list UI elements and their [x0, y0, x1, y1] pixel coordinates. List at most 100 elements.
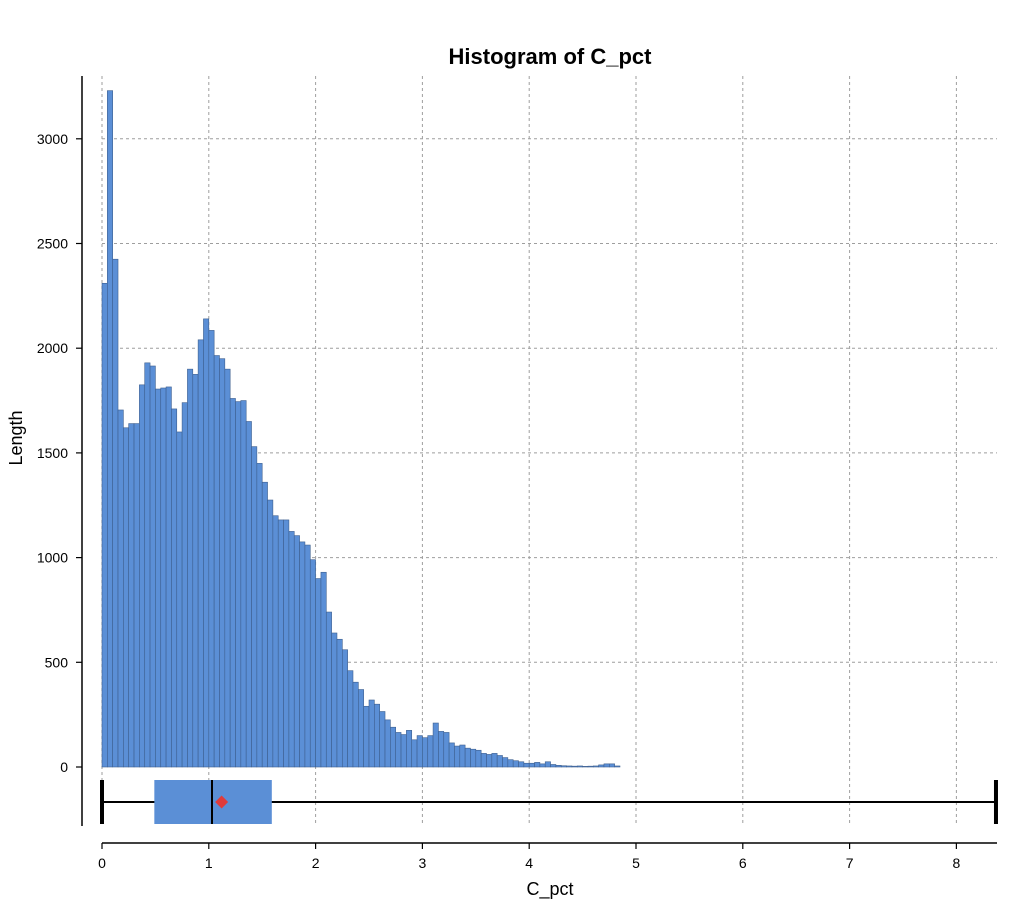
histogram-bar — [395, 732, 402, 768]
histogram-bar — [272, 515, 279, 768]
chart-title: Histogram of C_pct — [449, 44, 653, 69]
histogram-bar — [229, 398, 236, 768]
histogram-bar — [518, 761, 525, 768]
histogram-bar — [288, 531, 295, 768]
histogram-bar — [123, 427, 130, 768]
histogram-bar — [486, 754, 493, 768]
x-tick-label: 7 — [846, 855, 854, 871]
histogram-bar — [384, 719, 391, 768]
histogram-bar — [235, 401, 242, 768]
y-tick-label: 500 — [45, 654, 69, 670]
histogram-bar — [304, 544, 311, 768]
histogram-bar — [480, 753, 487, 768]
histogram-bar — [251, 446, 258, 768]
y-tick-label: 0 — [60, 759, 68, 775]
histogram-bar — [165, 386, 172, 768]
histogram-bar — [443, 732, 450, 768]
histogram-bar — [411, 739, 418, 768]
histogram-bar — [315, 578, 322, 768]
histogram-bar — [347, 670, 354, 768]
histogram-bar — [598, 764, 605, 768]
histogram-bar — [128, 423, 135, 768]
histogram-bar — [363, 705, 370, 768]
histogram-bar — [592, 765, 599, 768]
histogram-bar — [512, 760, 519, 768]
histogram-bar — [475, 749, 482, 768]
y-tick-label: 3000 — [37, 131, 68, 147]
histogram-bar — [139, 384, 146, 768]
histogram-bar — [427, 735, 434, 768]
histogram-bar — [160, 387, 167, 768]
x-tick-label: 1 — [205, 855, 213, 871]
histogram-bar — [117, 409, 124, 768]
histogram-bar — [507, 759, 514, 768]
histogram-bar — [454, 745, 461, 768]
axes: 0 500 1000 1500 2000 2500 3000 0 1 2 3 4 5 6 7 8 — [37, 76, 997, 871]
histogram-bar — [320, 571, 327, 768]
histogram-bar — [432, 722, 439, 768]
histogram-bar — [555, 765, 562, 768]
histogram-bar — [155, 388, 162, 768]
histogram-bar — [400, 734, 407, 768]
histogram-bar — [144, 362, 151, 768]
grid-layer — [101, 76, 997, 824]
x-tick-label: 3 — [419, 855, 427, 871]
histogram-bar — [277, 519, 284, 768]
histogram-bar — [470, 748, 477, 768]
x-axis-label: C_pct — [526, 879, 573, 900]
histogram-bar — [528, 762, 535, 768]
histogram-bar — [245, 421, 252, 768]
histogram-bar — [571, 765, 578, 768]
histogram-bar — [352, 681, 359, 768]
histogram-bar — [614, 765, 621, 768]
histogram-bar — [187, 368, 194, 768]
boxplot — [100, 780, 998, 824]
histogram-bar — [422, 737, 429, 768]
histogram-bar — [374, 703, 380, 768]
x-tick-label: 2 — [312, 855, 320, 871]
histogram-bar — [582, 766, 589, 768]
y-tick-label: 2000 — [37, 340, 68, 356]
histogram-bar — [283, 519, 290, 768]
y-tick-label: 1000 — [37, 550, 68, 566]
y-axis-label: Length — [6, 410, 26, 465]
histogram-bar — [101, 282, 108, 768]
histogram-bar — [133, 423, 140, 768]
histogram-bar — [464, 747, 471, 768]
histogram-bar — [309, 559, 316, 768]
histogram-bar — [261, 481, 268, 768]
histogram-bar — [176, 431, 183, 768]
histogram-bar — [502, 757, 509, 768]
histogram-bar — [368, 699, 375, 768]
histogram-bar — [358, 689, 364, 768]
histogram-bar — [523, 762, 530, 768]
histogram-bar — [587, 765, 594, 768]
histogram-bar — [213, 355, 220, 768]
boxplot-mean-marker — [215, 795, 229, 809]
histogram-bar — [299, 541, 306, 768]
x-tick-label: 6 — [739, 855, 747, 871]
histogram-bar — [566, 765, 573, 768]
histogram-bar — [459, 744, 466, 768]
histogram-bar — [149, 365, 156, 768]
histogram-bar — [379, 711, 386, 768]
histogram-bar — [293, 535, 300, 768]
histogram-bar — [390, 726, 396, 768]
boxplot-box — [154, 780, 272, 824]
histogram-bar — [331, 632, 338, 768]
x-tick-label: 4 — [525, 855, 533, 871]
histogram-bar — [171, 408, 178, 768]
y-tick-label: 2500 — [37, 236, 68, 252]
histogram-bar — [534, 762, 541, 768]
histogram-bar — [336, 638, 343, 768]
histogram-bar — [406, 730, 413, 768]
histogram-bar — [197, 339, 204, 768]
histogram-bar — [107, 90, 113, 768]
histogram-bar — [496, 755, 503, 768]
histogram-bar — [181, 402, 188, 768]
histogram-bar — [256, 463, 263, 768]
histogram-bar — [219, 358, 226, 768]
y-tick-label: 1500 — [37, 445, 68, 461]
histogram-bar — [550, 764, 557, 768]
